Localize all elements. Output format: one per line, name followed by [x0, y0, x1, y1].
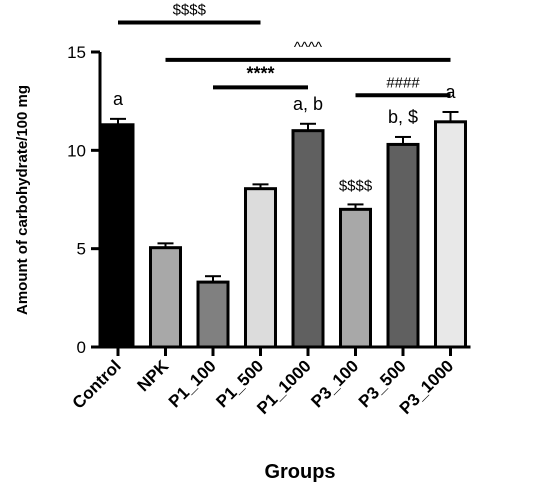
bar-control [101, 123, 135, 349]
significance-label: **** [246, 63, 274, 83]
bar-npk [149, 246, 182, 349]
x-tick-label: P3_100 [307, 356, 362, 411]
bar-p1-100 [196, 280, 230, 349]
x-tick-label: Control [69, 356, 125, 412]
x-axis-label: Groups [264, 461, 335, 483]
data-label: b, $ [388, 107, 418, 127]
x-tick-label: P1_100 [165, 356, 220, 411]
bar-p3-500 [386, 142, 420, 349]
bars [101, 120, 467, 349]
y-tick-label: 0 [77, 338, 86, 357]
significance-label: ^^^^ [294, 39, 322, 56]
y-tick-label: 5 [77, 240, 86, 259]
significance-label: #### [386, 74, 420, 91]
bar-p3-1000 [434, 120, 467, 349]
significance-label: $$$$ [173, 2, 207, 19]
data-label: a [445, 82, 456, 102]
data-labels: a a, b $$$$ b, $ a [113, 82, 457, 194]
y-tick-label: 15 [67, 43, 86, 62]
error-bars [110, 110, 459, 283]
data-label: a, b [293, 94, 323, 114]
significance-lines: $$$$ ^^^^ **** #### [118, 2, 451, 98]
bar-p1-1000 [291, 129, 325, 349]
y-axis-label: Amount of carbohydrate/100 mg [14, 85, 31, 315]
y-tick-label: 10 [67, 141, 86, 160]
bar-p3-100 [339, 207, 372, 349]
data-label: a [113, 89, 124, 109]
bar-p1-500 [244, 187, 277, 349]
x-tick-label: NPK [134, 356, 173, 395]
data-label: $$$$ [339, 177, 373, 194]
